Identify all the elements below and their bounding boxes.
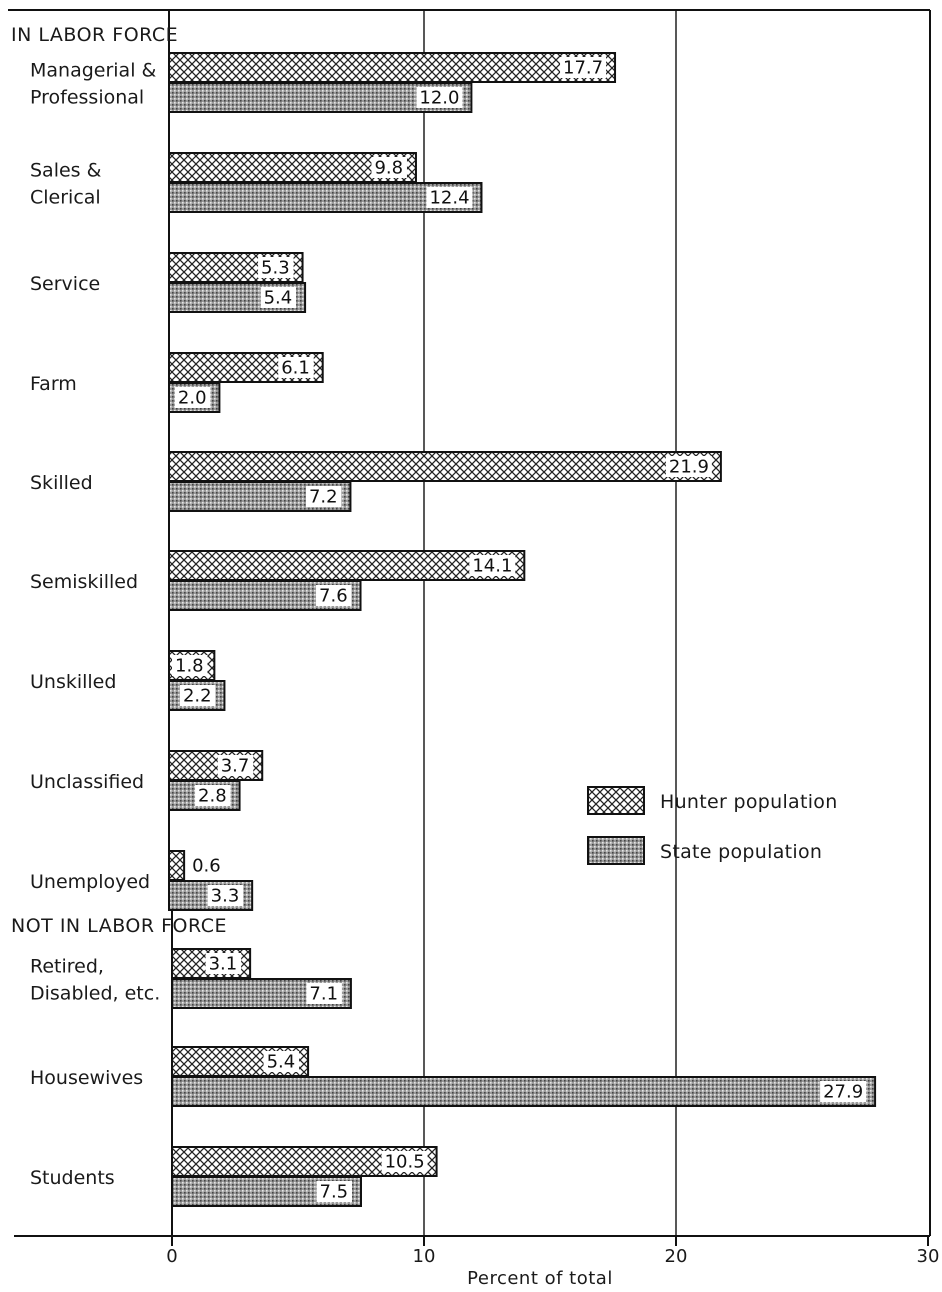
x-tick-label: 30: [917, 1246, 940, 1267]
category-label: Housewives: [30, 1067, 143, 1089]
hunter-bar: [168, 451, 722, 482]
hunter-bar: [168, 850, 186, 881]
hunter-value-box: [278, 357, 314, 378]
hunter-value-label: 21.9: [669, 457, 709, 478]
state-value-box: [305, 486, 342, 507]
hunter-legend-label: Hunter population: [660, 791, 838, 813]
legend: Hunter population State population: [587, 786, 838, 865]
state-value-box: [306, 983, 342, 1004]
category-label: Unclassified: [30, 771, 144, 793]
hunter-value-box: [172, 655, 208, 676]
hunter-value-label: 10.5: [385, 1152, 425, 1173]
category-label: Disabled, etc.: [30, 983, 160, 1005]
hunter-value-label: 17.7: [563, 58, 603, 79]
hunter-value-label: 6.1: [281, 358, 310, 379]
category-label: Students: [30, 1167, 115, 1189]
category-label: Skilled: [30, 472, 93, 494]
category-labels: IN LABOR FORCE NOT IN LABOR FORCE Manageri…: [11, 24, 227, 1189]
state-value-box: [195, 785, 231, 806]
hunter-value-box: [381, 1151, 428, 1172]
section-label: IN LABOR FORCE: [11, 24, 178, 46]
category-label: Retired,: [30, 956, 104, 978]
x-axis: 0 10 20 30 Percent of total: [14, 1235, 940, 1289]
category-label: Unemployed: [30, 871, 150, 893]
hunter-value-label: 9.8: [374, 158, 403, 179]
state-value-box: [426, 187, 473, 208]
hunter-bar: [168, 550, 526, 581]
category-label: Farm: [30, 373, 77, 395]
category-label: Sales &: [30, 160, 102, 182]
state-value-label: 5.4: [264, 288, 293, 309]
hunter-value-box: [205, 953, 242, 974]
hunter-value-label: 5.4: [267, 1052, 296, 1073]
state-value-label: 2.0: [178, 388, 207, 409]
hunter-legend-swatch: [587, 786, 645, 815]
hunter-bar: [168, 52, 617, 83]
bar-area: 17.7 12.0 9.8 12.4 5.3 5.4 6.1 2.0 21.9 7.2 14.1 7.…: [168, 52, 877, 1207]
category-label: Service: [30, 273, 100, 295]
x-tick-label: 20: [665, 1246, 688, 1267]
hunter-value-box: [263, 1051, 300, 1072]
state-value-box: [316, 1181, 352, 1202]
hunter-value-label: 0.6: [192, 856, 221, 877]
state-value-label: 12.4: [429, 188, 469, 209]
hunter-value-box: [217, 755, 254, 776]
hunter-value-box: [560, 57, 607, 78]
x-tick-label: 10: [413, 1246, 436, 1267]
state-value-label: 7.2: [309, 487, 338, 508]
state-value-label: 7.5: [320, 1182, 349, 1203]
category-label: Professional: [30, 87, 144, 109]
hunter-value-box: [665, 456, 712, 477]
section-label: NOT IN LABOR FORCE: [11, 915, 227, 937]
state-value-label: 2.2: [183, 686, 212, 707]
hunter-value-label: 3.7: [221, 756, 250, 777]
state-value-box: [820, 1081, 867, 1102]
state-value-box: [260, 287, 297, 308]
category-label: Clerical: [30, 187, 101, 209]
category-label: Managerial &: [30, 60, 157, 82]
hunter-value-box: [258, 257, 294, 278]
category-label: Unskilled: [30, 671, 116, 693]
hunter-value-label: 14.1: [472, 556, 512, 577]
category-label: Semiskilled: [30, 571, 138, 593]
state-value-label: 7.6: [319, 586, 348, 607]
hunter-value-label: 1.8: [175, 656, 204, 677]
state-legend-label: State population: [660, 841, 822, 863]
state-value-box: [179, 685, 216, 706]
state-value-label: 7.1: [309, 984, 338, 1005]
state-value-label: 12.0: [419, 88, 459, 109]
hunter-value-box: [469, 555, 516, 576]
x-axis-title: Percent of total: [467, 1268, 613, 1289]
state-value-box: [174, 387, 211, 408]
hunter-value-label: 3.1: [209, 954, 238, 975]
grid-lines: [423, 10, 677, 1236]
state-legend-swatch: [587, 836, 645, 865]
hunter-value-label: 5.3: [261, 258, 290, 279]
state-value-label: 2.8: [198, 786, 227, 807]
state-bar: [171, 1076, 877, 1107]
state-value-box: [316, 585, 352, 606]
state-value-label: 3.3: [211, 886, 240, 907]
state-value-box: [207, 885, 244, 906]
state-value-label: 27.9: [823, 1082, 863, 1103]
state-value-box: [416, 87, 463, 108]
x-tick-label: 0: [166, 1246, 177, 1267]
hunter-value-box: [371, 157, 407, 178]
